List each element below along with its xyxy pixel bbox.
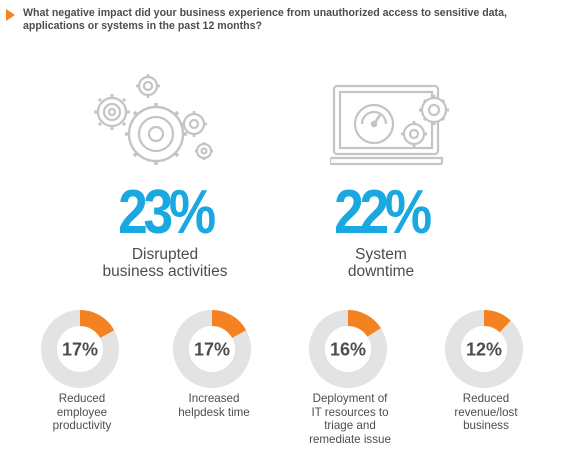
stat-label: System downtime (347, 246, 415, 280)
stat-value: 22% (334, 178, 432, 247)
donut-reduced-revenue: 12% (445, 310, 523, 388)
donut-chart: 17% (173, 310, 251, 388)
donut-deployment-it: 16% (309, 310, 387, 388)
question-title: What negative impact did your business e… (23, 7, 507, 32)
donut-slice (211, 310, 247, 339)
stat-value: 23% (118, 178, 216, 247)
donut-value: 12% (466, 340, 502, 360)
triangle-arrow-icon (6, 9, 15, 21)
stat-label: Disrupted business activities (102, 246, 228, 280)
donut-slice (79, 310, 115, 339)
donut-chart: 16% (309, 310, 387, 388)
donut-chart: 17% (41, 310, 119, 388)
donut-slice (483, 310, 511, 333)
stat-system-downtime: 22% System downtime (276, 178, 486, 281)
donut-label: Reduced revenue/lost business (454, 392, 518, 433)
donut-reduced-productivity: 17% (41, 310, 119, 388)
donut-label: Deployment of IT resources to triage and… (309, 392, 391, 447)
laptop-speedometer-gears-icon (330, 84, 449, 166)
donut-label: Increased helpdesk time (178, 392, 250, 419)
stat-disrupted-business: 23% Disrupted business activities (60, 178, 270, 281)
donut-value: 17% (194, 340, 230, 360)
donut-label: Reduced employee productivity (52, 392, 112, 433)
donut-chart: 12% (445, 310, 523, 388)
donut-value: 16% (330, 340, 366, 360)
donut-helpdesk-time: 17% (173, 310, 251, 388)
donut-slice (347, 310, 381, 338)
gears-icon (94, 74, 213, 165)
donut-value: 17% (62, 340, 98, 360)
